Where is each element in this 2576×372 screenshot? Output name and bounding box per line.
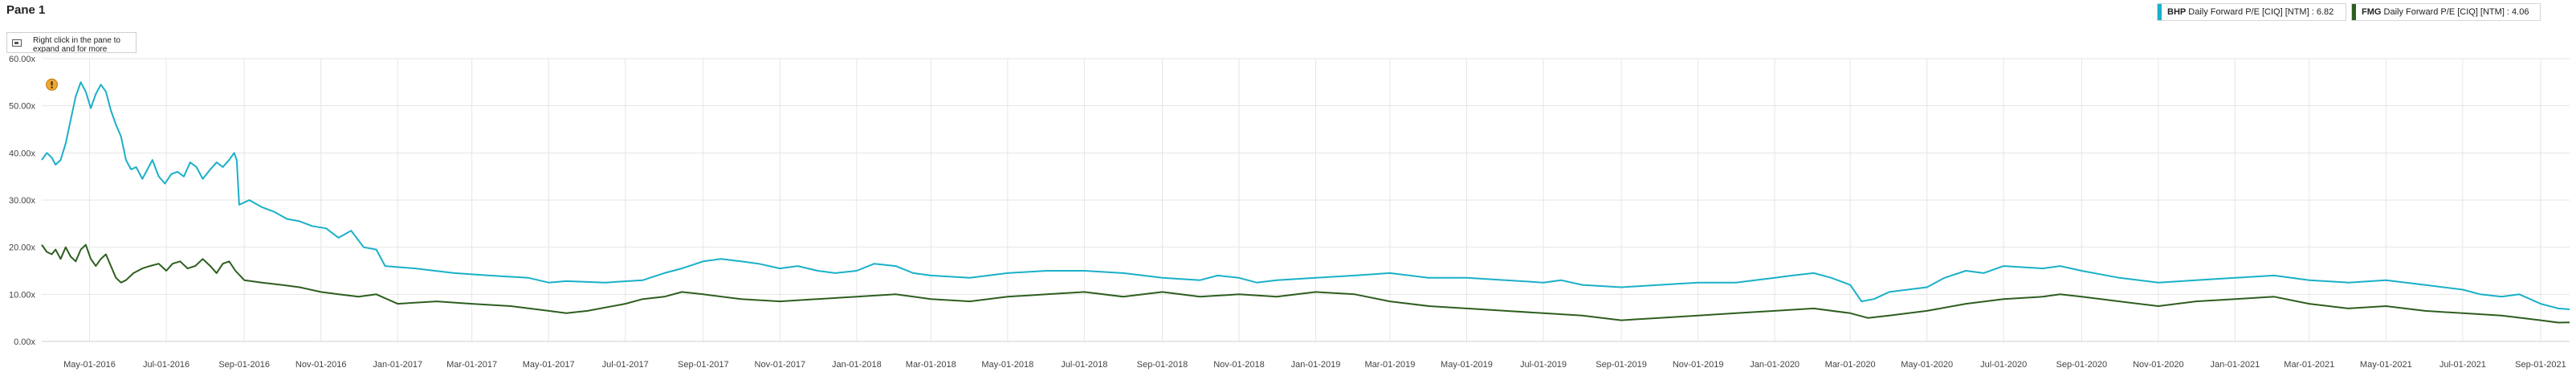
legend-label-bhp: Daily Forward P/E [CIQ] [NTM] : 6.82 bbox=[2188, 7, 2334, 17]
x-tick-label: Jul-01-2021 bbox=[2439, 360, 2486, 370]
legend-item-fmg[interactable]: FMG Daily Forward P/E [CIQ] [NTM] : 4.06 bbox=[2351, 3, 2541, 21]
chart-window-icon bbox=[12, 39, 22, 47]
x-tick-label: Mar-01-2021 bbox=[2284, 360, 2334, 370]
grid bbox=[42, 58, 2570, 342]
y-tick-label: 60.00x bbox=[9, 55, 36, 64]
y-tick-label: 10.00x bbox=[9, 290, 36, 300]
x-tick-label: Mar-01-2017 bbox=[446, 360, 497, 370]
x-tick-label: Jan-01-2021 bbox=[2211, 360, 2260, 370]
y-tick-label: 30.00x bbox=[9, 196, 36, 206]
series-lines bbox=[41, 81, 2570, 324]
x-tick-label: Sep-01-2017 bbox=[678, 360, 729, 370]
y-tick-label: 20.00x bbox=[9, 243, 36, 253]
pane-title: Pane 1 bbox=[6, 3, 46, 17]
x-tick-label: Sep-01-2016 bbox=[218, 360, 270, 370]
x-tick-label: Nov-01-2016 bbox=[296, 360, 347, 370]
x-tick-label: Jul-01-2017 bbox=[602, 360, 649, 370]
series-line-bhp bbox=[41, 81, 2570, 310]
x-tick-label: Sep-01-2018 bbox=[1137, 360, 1188, 370]
pane-hint-text: Right click in the pane to expand and fo… bbox=[33, 36, 120, 53]
series-line-fmg bbox=[41, 243, 2570, 324]
x-tick-label: Jan-01-2020 bbox=[1750, 360, 1800, 370]
x-tick-label: May-01-2018 bbox=[981, 360, 1033, 370]
x-tick-label: Mar-01-2018 bbox=[906, 360, 956, 370]
y-tick-label: 40.00x bbox=[9, 149, 36, 158]
y-tick-label: 50.00x bbox=[9, 102, 36, 112]
x-tick-label: Sep-01-2019 bbox=[1596, 360, 1647, 370]
x-tick-label: Jan-01-2017 bbox=[373, 360, 422, 370]
x-tick-label: May-01-2021 bbox=[2360, 360, 2412, 370]
legend-label-fmg: Daily Forward P/E [CIQ] [NTM] : 4.06 bbox=[2383, 7, 2529, 17]
x-tick-label: Nov-01-2019 bbox=[1673, 360, 1724, 370]
y-axis-ticks: 0.00x 10.00x 20.00x 30.00x 40.00x 50.00x 60.00… bbox=[9, 55, 36, 347]
x-tick-label: Nov-01-2018 bbox=[1213, 360, 1265, 370]
x-tick-label: Jan-01-2018 bbox=[832, 360, 882, 370]
x-tick-label: Jul-01-2019 bbox=[1520, 360, 1567, 370]
x-tick-label: May-01-2016 bbox=[63, 360, 116, 370]
x-tick-label: Jan-01-2019 bbox=[1291, 360, 1341, 370]
pane-hint[interactable]: Right click in the pane to expand and fo… bbox=[6, 32, 137, 53]
x-tick-label: May-01-2020 bbox=[1901, 360, 1953, 370]
x-tick-label: Nov-01-2020 bbox=[2133, 360, 2184, 370]
x-tick-label: Jul-01-2020 bbox=[1980, 360, 2027, 370]
legend-item-bhp[interactable]: BHP Daily Forward P/E [CIQ] [NTM] : 6.82 bbox=[2157, 3, 2346, 21]
x-tick-label: Mar-01-2019 bbox=[1364, 360, 1415, 370]
annotations bbox=[46, 78, 59, 91]
legend-ticker-bhp: BHP bbox=[2167, 7, 2187, 17]
x-tick-label: May-01-2019 bbox=[1441, 360, 1493, 370]
x-tick-label: Jul-01-2018 bbox=[1061, 360, 1107, 370]
x-axis-ticks: May-01-2016 Jul-01-2016 Sep-01-2016 Nov-01-… bbox=[63, 360, 2566, 370]
x-tick-label: Sep-01-2021 bbox=[2515, 360, 2566, 370]
legend-swatch-fmg bbox=[2352, 4, 2356, 20]
legend-ticker-fmg: FMG bbox=[2362, 7, 2382, 17]
x-tick-label: Mar-01-2020 bbox=[1825, 360, 1876, 370]
x-tick-label: May-01-2017 bbox=[523, 360, 575, 370]
y-tick-label: 0.00x bbox=[14, 337, 35, 347]
alert-marker-bar bbox=[51, 81, 53, 86]
legend-swatch-bhp bbox=[2158, 4, 2162, 20]
x-tick-label: Nov-01-2017 bbox=[755, 360, 806, 370]
x-tick-label: Jul-01-2016 bbox=[143, 360, 190, 370]
x-tick-label: Sep-01-2020 bbox=[2056, 360, 2108, 370]
alert-marker-dot bbox=[51, 86, 53, 88]
